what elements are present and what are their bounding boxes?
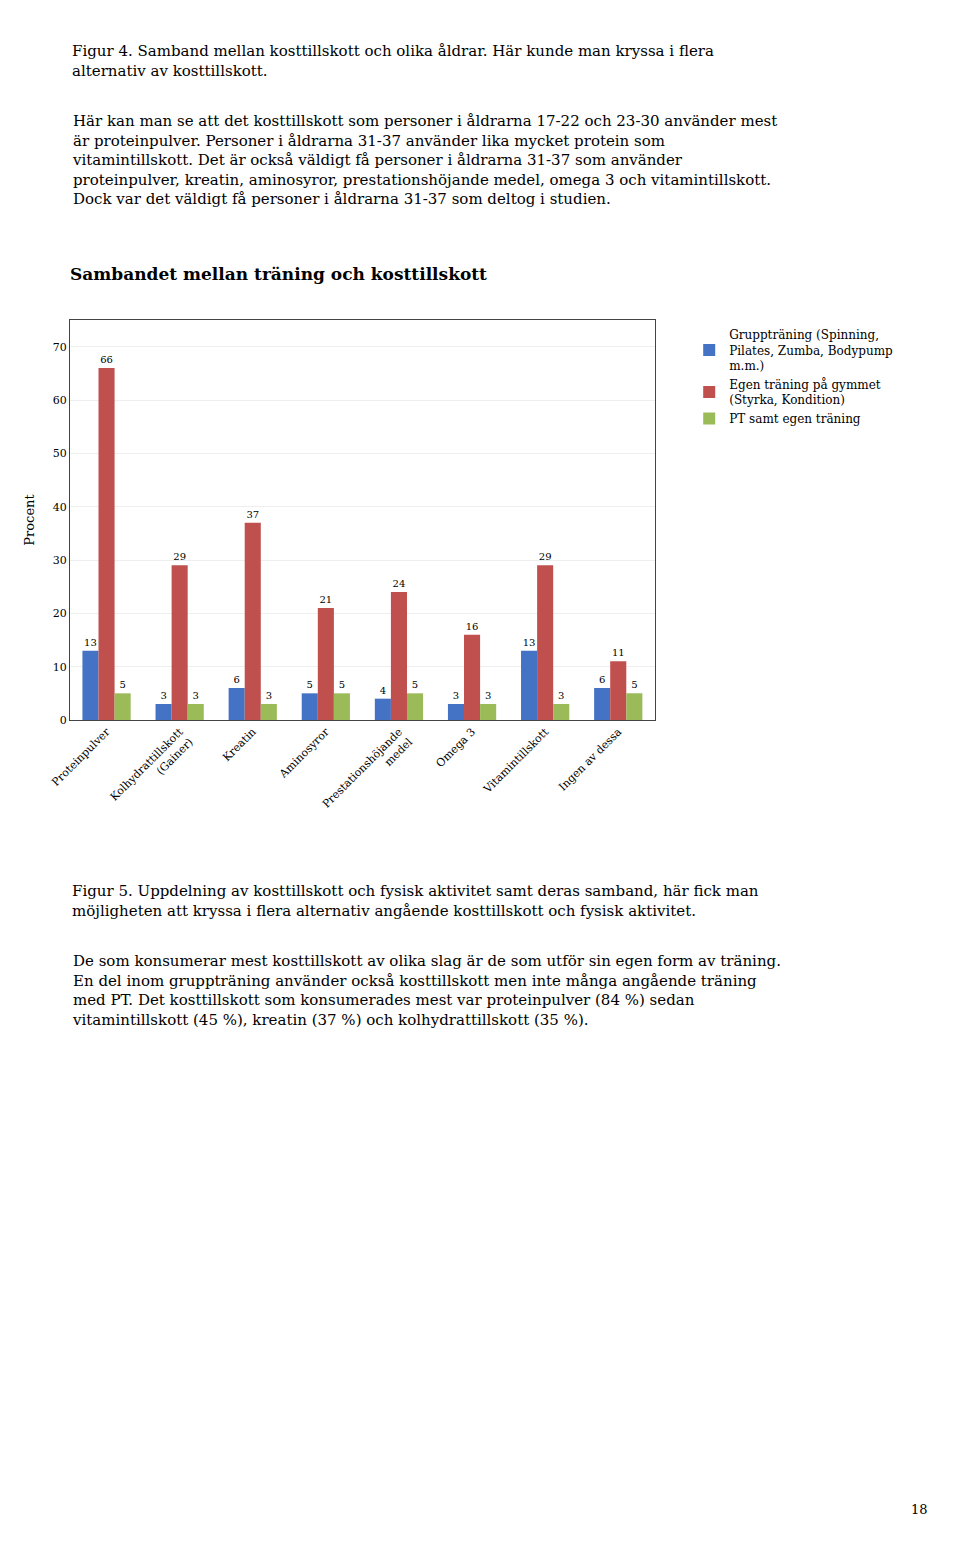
svg-text:Proteinpulver: Proteinpulver — [49, 725, 113, 789]
svg-text:3: 3 — [160, 690, 166, 701]
svg-text:70: 70 — [53, 341, 67, 354]
svg-text:0: 0 — [60, 714, 67, 727]
svg-text:10: 10 — [53, 661, 67, 674]
svg-text:18: 18 — [911, 1502, 928, 1517]
svg-text:Omega 3: Omega 3 — [433, 726, 478, 771]
svg-text:13: 13 — [84, 637, 97, 648]
svg-text:Procent: Procent — [22, 494, 37, 546]
svg-text:5: 5 — [631, 679, 637, 690]
svg-text:De som konsumerar mest kosttil: De som konsumerar mest kosttillskott av … — [72, 952, 781, 1029]
svg-text:6: 6 — [599, 674, 605, 685]
svg-text:16: 16 — [466, 621, 479, 632]
svg-text:Sambandet mellan träning och k: Sambandet mellan träning och kosttillsko… — [70, 264, 487, 284]
svg-text:13: 13 — [523, 637, 536, 648]
svg-text:30: 30 — [53, 554, 67, 567]
svg-text:Prestationshöjandemedel: Prestationshöjandemedel — [320, 725, 416, 821]
svg-text:Figur 5. Uppdelning av kosttil: Figur 5. Uppdelning av kosttillskott och… — [72, 882, 759, 920]
svg-text:66: 66 — [100, 354, 113, 365]
svg-text:3: 3 — [193, 690, 199, 701]
svg-text:Aminosyror: Aminosyror — [276, 725, 332, 781]
svg-text:Figur 4. Samband mellan kostti: Figur 4. Samband mellan kosttillskott oc… — [72, 42, 714, 80]
svg-text:Ingen av dessa: Ingen av dessa — [556, 725, 624, 793]
svg-text:3: 3 — [266, 690, 272, 701]
svg-text:5: 5 — [339, 679, 345, 690]
svg-text:Egen träning på gymmet(Styrka,: Egen träning på gymmet(Styrka, Kondition… — [729, 377, 881, 408]
svg-text:60: 60 — [53, 394, 67, 407]
svg-text:24: 24 — [393, 578, 406, 589]
svg-text:3: 3 — [453, 690, 459, 701]
svg-text:PT samt egen träning: PT samt egen träning — [729, 412, 861, 426]
svg-text:Kolhydrattillskott(Gainer): Kolhydrattillskott(Gainer) — [108, 725, 197, 814]
svg-text:5: 5 — [119, 679, 125, 690]
svg-text:3: 3 — [558, 690, 564, 701]
svg-text:29: 29 — [539, 551, 552, 562]
svg-text:Kreatin: Kreatin — [220, 726, 259, 765]
svg-text:21: 21 — [319, 594, 332, 605]
svg-text:29: 29 — [173, 551, 186, 562]
svg-text:37: 37 — [246, 509, 259, 520]
svg-text:11: 11 — [612, 647, 625, 658]
svg-text:3: 3 — [485, 690, 491, 701]
svg-text:Gruppträning (Spinning,Pilates: Gruppträning (Spinning,Pilates, Zumba, B… — [729, 328, 893, 373]
svg-text:5: 5 — [307, 679, 313, 690]
svg-text:20: 20 — [53, 607, 67, 620]
svg-text:5: 5 — [412, 679, 418, 690]
svg-text:40: 40 — [53, 501, 67, 514]
svg-text:6: 6 — [233, 674, 239, 685]
svg-text:4: 4 — [380, 685, 386, 696]
svg-text:Här kan man se att det kosttil: Här kan man se att det kosttillskott som… — [72, 112, 777, 208]
svg-text:50: 50 — [53, 447, 67, 460]
svg-text:Vitamintillskott: Vitamintillskott — [480, 725, 551, 796]
